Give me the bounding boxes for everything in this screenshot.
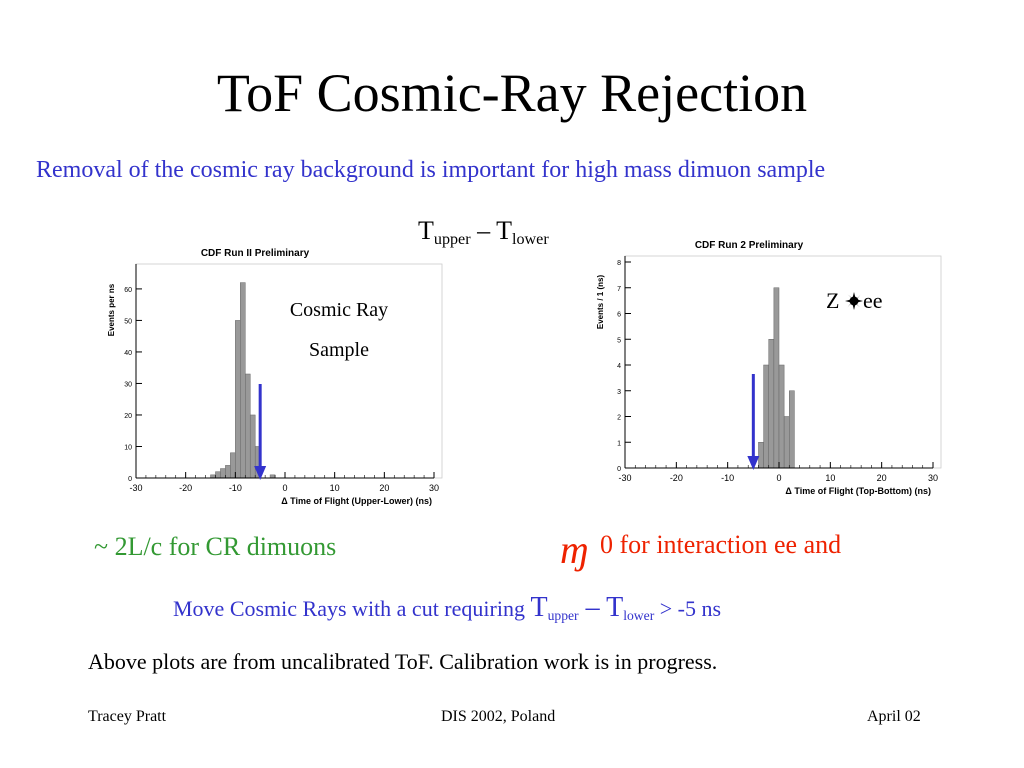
t-upper: T: [418, 216, 434, 245]
histogram-bar: [220, 468, 226, 479]
cut-t-upper: T: [530, 592, 548, 623]
interaction-note-text: for interaction ee and: [613, 530, 842, 559]
histogram-bar: [763, 364, 769, 469]
x-tick-label: -30: [129, 483, 142, 493]
x-tick-label: -30: [618, 473, 631, 483]
histogram-bar: [768, 339, 775, 469]
t-upper-sub: upper: [433, 230, 471, 248]
t-lower-sub: lower: [512, 230, 549, 248]
y-axis-label: Events per ns: [107, 283, 116, 336]
cut-arrow-head: [747, 456, 760, 470]
footer-date: April 02: [867, 708, 921, 725]
x-tick-label: 0: [776, 473, 781, 483]
burst-icon: [844, 292, 863, 310]
footer-conference: DIS 2002, Poland: [441, 708, 556, 725]
zee-label-z: Z: [826, 288, 845, 313]
y-tick-label: 50: [124, 318, 132, 325]
zee-histogram: -30 -20 -10 0 10 20 30 0 1 2 3 4 5 6 7 8 CDF Run 2 Preli…: [596, 240, 942, 496]
x-tick-label: 10: [330, 483, 340, 493]
y-tick-label: 0: [617, 466, 621, 473]
formula-dash: –: [470, 216, 497, 245]
cosmic-label-line1: Cosmic Ray: [289, 299, 389, 321]
histogram-bar: [245, 373, 251, 479]
cut-requirement-note: Move Cosmic Rays with a cut requiring Tu…: [173, 592, 721, 624]
slide-subtitle: Removal of the cosmic ray background is …: [36, 157, 826, 183]
x-tick-label: 20: [379, 483, 389, 493]
x-tick-label: 20: [877, 473, 887, 483]
x-tick-label: 30: [429, 483, 439, 493]
x-tick-label: 10: [825, 473, 835, 483]
histogram-bar: [773, 287, 780, 469]
histogram-bar: [778, 364, 785, 469]
cut-arrow-head: [254, 466, 267, 480]
x-axis-label: Δ Time of Flight (Top-Bottom) (ns): [785, 486, 931, 496]
x-tick-label: -10: [229, 483, 242, 493]
y-tick-label: 0: [128, 476, 132, 483]
chart-title: CDF Run 2 Preliminary: [695, 240, 804, 251]
cr-dimuon-note: ~ 2L/c for CR dimuons: [94, 532, 337, 561]
calibration-note: Above plots are from uncalibrated ToF. C…: [88, 649, 718, 674]
y-tick-label: 60: [124, 287, 132, 294]
zee-label: Z ee: [826, 288, 882, 314]
x-tick-label: -20: [670, 473, 683, 483]
histogram-bar: [225, 465, 231, 479]
chart-title: CDF Run II Preliminary: [201, 248, 310, 259]
cut-t-lower-sub: lower: [623, 608, 655, 624]
symbol-glyph: ɱ: [560, 527, 589, 572]
y-tick-label: 8: [617, 260, 621, 267]
y-tick-label: 40: [124, 350, 132, 357]
histogram-bar: [783, 416, 790, 469]
cosmic-ray-sample-label: Cosmic Ray Sample: [276, 290, 402, 370]
interaction-note: 0 for interaction ee and: [600, 530, 841, 560]
y-tick-label: 1: [617, 440, 621, 447]
y-tick-label: 30: [124, 381, 132, 388]
y-tick-label: 5: [617, 337, 621, 344]
cut-dash: –: [578, 592, 607, 623]
x-tick-label: -10: [721, 473, 734, 483]
histogram-bar: [758, 442, 764, 469]
x-tick-label: 30: [928, 473, 938, 483]
slide-title: ToF Cosmic-Ray Rejection: [216, 63, 808, 123]
y-tick-label: 4: [617, 363, 621, 370]
y-tick-label: 3: [617, 389, 621, 396]
cut-t-upper-sub: upper: [547, 608, 579, 624]
zee-label-ee: ee: [862, 288, 883, 313]
t-lower: T: [496, 216, 512, 245]
interaction-note-zero: 0: [600, 530, 613, 559]
y-tick-label: 6: [617, 312, 621, 319]
x-tick-label: -20: [179, 483, 192, 493]
y-tick-label: 10: [124, 444, 132, 451]
cut-t-lower: T: [606, 592, 624, 623]
histogram-bar: [215, 471, 221, 479]
cut-note-suffix: > -5 ns: [654, 596, 722, 621]
x-tick-label: 0: [282, 483, 287, 493]
x-axis-label: Δ Time of Flight (Upper-Lower) (ns): [281, 496, 432, 506]
histogram-bar: [235, 320, 241, 479]
cosmic-label-line2: Sample: [309, 339, 369, 361]
histogram-bar: [240, 282, 246, 479]
y-axis-label: Events / 1 (ns): [596, 275, 605, 330]
cut-note-prefix: Move Cosmic Rays with a cut requiring: [173, 596, 531, 621]
y-tick-label: 2: [617, 415, 621, 422]
y-tick-label: 20: [124, 413, 132, 420]
histogram-bar: [230, 452, 236, 479]
cosmic-ray-histogram: -30 -20 -10 0 10 20 30 0 10 20 30 40 50 60 CDF Run II …: [107, 248, 443, 506]
time-difference-formula: Tupper – Tlower: [418, 216, 549, 249]
footer-author: Tracey Pratt: [88, 708, 167, 725]
histogram-bar: [789, 390, 795, 469]
y-tick-label: 7: [617, 286, 621, 293]
histogram-bar: [249, 414, 256, 479]
